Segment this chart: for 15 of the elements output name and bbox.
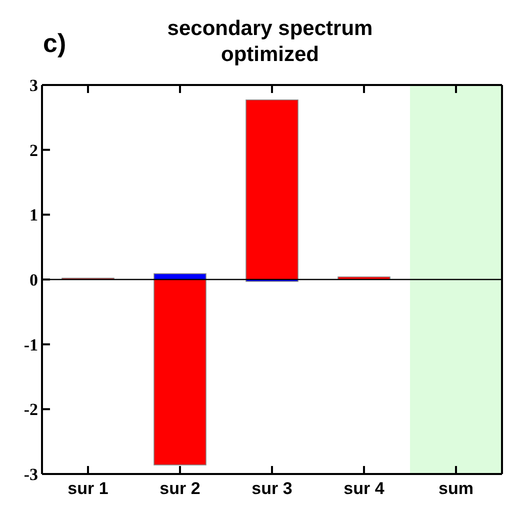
y-tick-label: 2 bbox=[30, 140, 38, 160]
y-tick-label: 1 bbox=[30, 206, 38, 225]
y-tick-label: -2 bbox=[24, 400, 38, 420]
bar bbox=[246, 100, 298, 280]
y-tick-label: -1 bbox=[24, 335, 38, 354]
x-tick-label: sur 4 bbox=[344, 479, 385, 498]
x-tick-label: sum bbox=[438, 479, 474, 498]
chart-title: secondary spectrum optimized bbox=[166, 16, 374, 68]
x-tick-label: sur 1 bbox=[68, 479, 108, 498]
y-tick-label: 3 bbox=[30, 76, 38, 96]
y-tick-label: -3 bbox=[24, 465, 38, 484]
x-tick-label: sur 2 bbox=[160, 479, 200, 498]
text: c) bbox=[43, 28, 66, 59]
y-tick-label: 0 bbox=[30, 270, 38, 290]
x-tick-label: sur 3 bbox=[252, 479, 292, 498]
